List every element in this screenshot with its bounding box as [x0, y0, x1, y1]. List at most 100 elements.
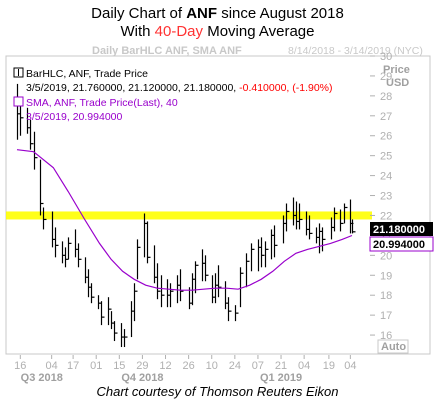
- x-tick-label: 19: [323, 360, 335, 372]
- bar-values-change: -0.410000, (-1.90%): [239, 82, 332, 94]
- hlc-bar: [107, 297, 112, 326]
- sma-value-tag-bg: [369, 236, 434, 252]
- last-price-tag-text: 21.180000: [373, 224, 425, 236]
- hlc-bar: [245, 253, 250, 288]
- chart-title-line2: With 40-Day Moving Average: [0, 23, 435, 40]
- bar-series-label: BarHLC, ANF, Trade Price: [26, 68, 148, 80]
- hlc-bar: [204, 255, 209, 282]
- hlc-bar: [39, 159, 44, 216]
- axis-price-label: Price: [383, 64, 410, 76]
- hlc-bar: [234, 305, 239, 322]
- x-tick-label: 04: [46, 360, 58, 372]
- resistance-band: [6, 211, 372, 220]
- hlc-bar: [29, 119, 34, 150]
- quarter-label: Q1 2019: [260, 372, 302, 384]
- hlc-bar: [123, 329, 128, 348]
- hlc-bar: [33, 131, 38, 170]
- bar-series-values: 3/5/2019, 21.760000, 21.120000, 21.18000…: [26, 82, 333, 94]
- y-tick-label: 28: [380, 91, 392, 103]
- hlc-bar: [42, 207, 47, 230]
- last-price-tag: 21.180000: [370, 222, 433, 236]
- last-price-tag-bg: [370, 222, 433, 236]
- x-tick-label: 01: [90, 360, 102, 372]
- sma-series-icon: [13, 96, 24, 107]
- sma-line: [16, 149, 353, 291]
- y-tick-label: 16: [380, 330, 392, 342]
- sma-value-tag-text: 20.994000: [373, 239, 425, 251]
- y-tick-label: 23: [380, 191, 392, 203]
- x-tick-label: 29: [136, 360, 148, 372]
- hlc-bar: [260, 237, 265, 268]
- quarter-label: Q4 2018: [121, 372, 163, 384]
- x-tick-label: 21: [275, 360, 287, 372]
- hlc-bar: [113, 321, 118, 342]
- hlc-bar: [343, 203, 348, 224]
- hlc-bar: [273, 225, 278, 258]
- auto-scale-button[interactable]: [377, 339, 409, 354]
- title2-highlight: 40-Day: [154, 23, 204, 40]
- hlc-bar: [90, 283, 95, 304]
- hlc-bar: [308, 215, 313, 240]
- hlc-bar: [146, 221, 151, 264]
- x-tick-label: 17: [67, 360, 79, 372]
- y-tick-label: 25: [380, 151, 392, 163]
- hlc-bar: [321, 227, 326, 252]
- x-tick-label: 15: [113, 360, 125, 372]
- hlc-bar: [298, 203, 303, 230]
- x-tick-label: 12: [159, 360, 171, 372]
- hlc-bar: [333, 207, 338, 232]
- y-tick-label: 30: [380, 51, 392, 63]
- title2-prefix: With: [120, 23, 155, 40]
- x-tick-label: 04: [298, 360, 310, 372]
- hlc-bar: [77, 243, 82, 268]
- y-tick-label: 17: [380, 310, 392, 322]
- hlc-bar: [169, 283, 174, 308]
- hlc-bar: [160, 275, 165, 308]
- sma-series-label: SMA, ANF, Trade Price(Last), 40: [26, 97, 178, 109]
- bar-values-date: 3/5/2019, 21.760000, 21.120000, 21.18000…: [26, 82, 239, 94]
- axis-currency-label: USD: [386, 77, 409, 89]
- y-tick-label: 29: [380, 71, 392, 83]
- chart-caption: Chart courtesy of Thomson Reuters Eikon: [96, 384, 339, 399]
- x-tick-label: 24: [229, 360, 241, 372]
- hlc-bar: [285, 203, 290, 232]
- hlc-bar: [264, 241, 269, 268]
- hlc-bar: [250, 243, 255, 272]
- hlc-bar: [67, 237, 72, 260]
- hlc-bar: [217, 265, 222, 298]
- hlc-bar: [194, 261, 199, 294]
- x-tick-label: 07: [252, 360, 264, 372]
- y-tick-label: 27: [380, 111, 392, 123]
- hlc-bar: [239, 267, 244, 308]
- hlc-bar: [54, 227, 59, 258]
- watermark-right: 8/14/2018 - 3/14/2019 (NYC): [288, 45, 423, 57]
- hlc-bar: [179, 269, 184, 302]
- hlc-bar: [351, 219, 356, 234]
- y-tick-label: 26: [380, 131, 392, 143]
- y-tick-label: 18: [380, 290, 392, 302]
- hlc-bar: [339, 209, 344, 232]
- title-prefix: Daily Chart of: [91, 5, 187, 22]
- hlc-bar: [227, 297, 232, 322]
- y-tick-label: 20: [380, 250, 392, 262]
- y-tick-label: 22: [380, 210, 392, 222]
- y-tick-label: 24: [380, 171, 392, 183]
- title2-suffix: Moving Average: [203, 23, 315, 40]
- hlc-bar: [133, 283, 138, 322]
- hlc-bar: [100, 301, 105, 326]
- watermark-left: Daily BarHLC ANF, SMA ANF: [92, 45, 242, 57]
- hlc-bar: [156, 263, 161, 300]
- sma-value-tag: 20.994000: [369, 236, 434, 252]
- x-tick-label: 10: [206, 360, 218, 372]
- x-tick-label: 26: [183, 360, 195, 372]
- title-suffix: since August 2018: [217, 5, 344, 22]
- y-tick-label: 19: [380, 270, 392, 282]
- chart-legend: BarHLC, ANF, Trade Price 3/5/2019, 21.76…: [13, 67, 333, 123]
- x-tick-label: 04: [344, 360, 356, 372]
- x-tick-label: 16: [14, 360, 26, 372]
- plot-frame: [5, 55, 431, 355]
- hlc-bar: [136, 239, 141, 280]
- title-ticker: ANF: [186, 5, 218, 22]
- sma-series-values: 3/5/2019, 20.994000: [26, 111, 123, 123]
